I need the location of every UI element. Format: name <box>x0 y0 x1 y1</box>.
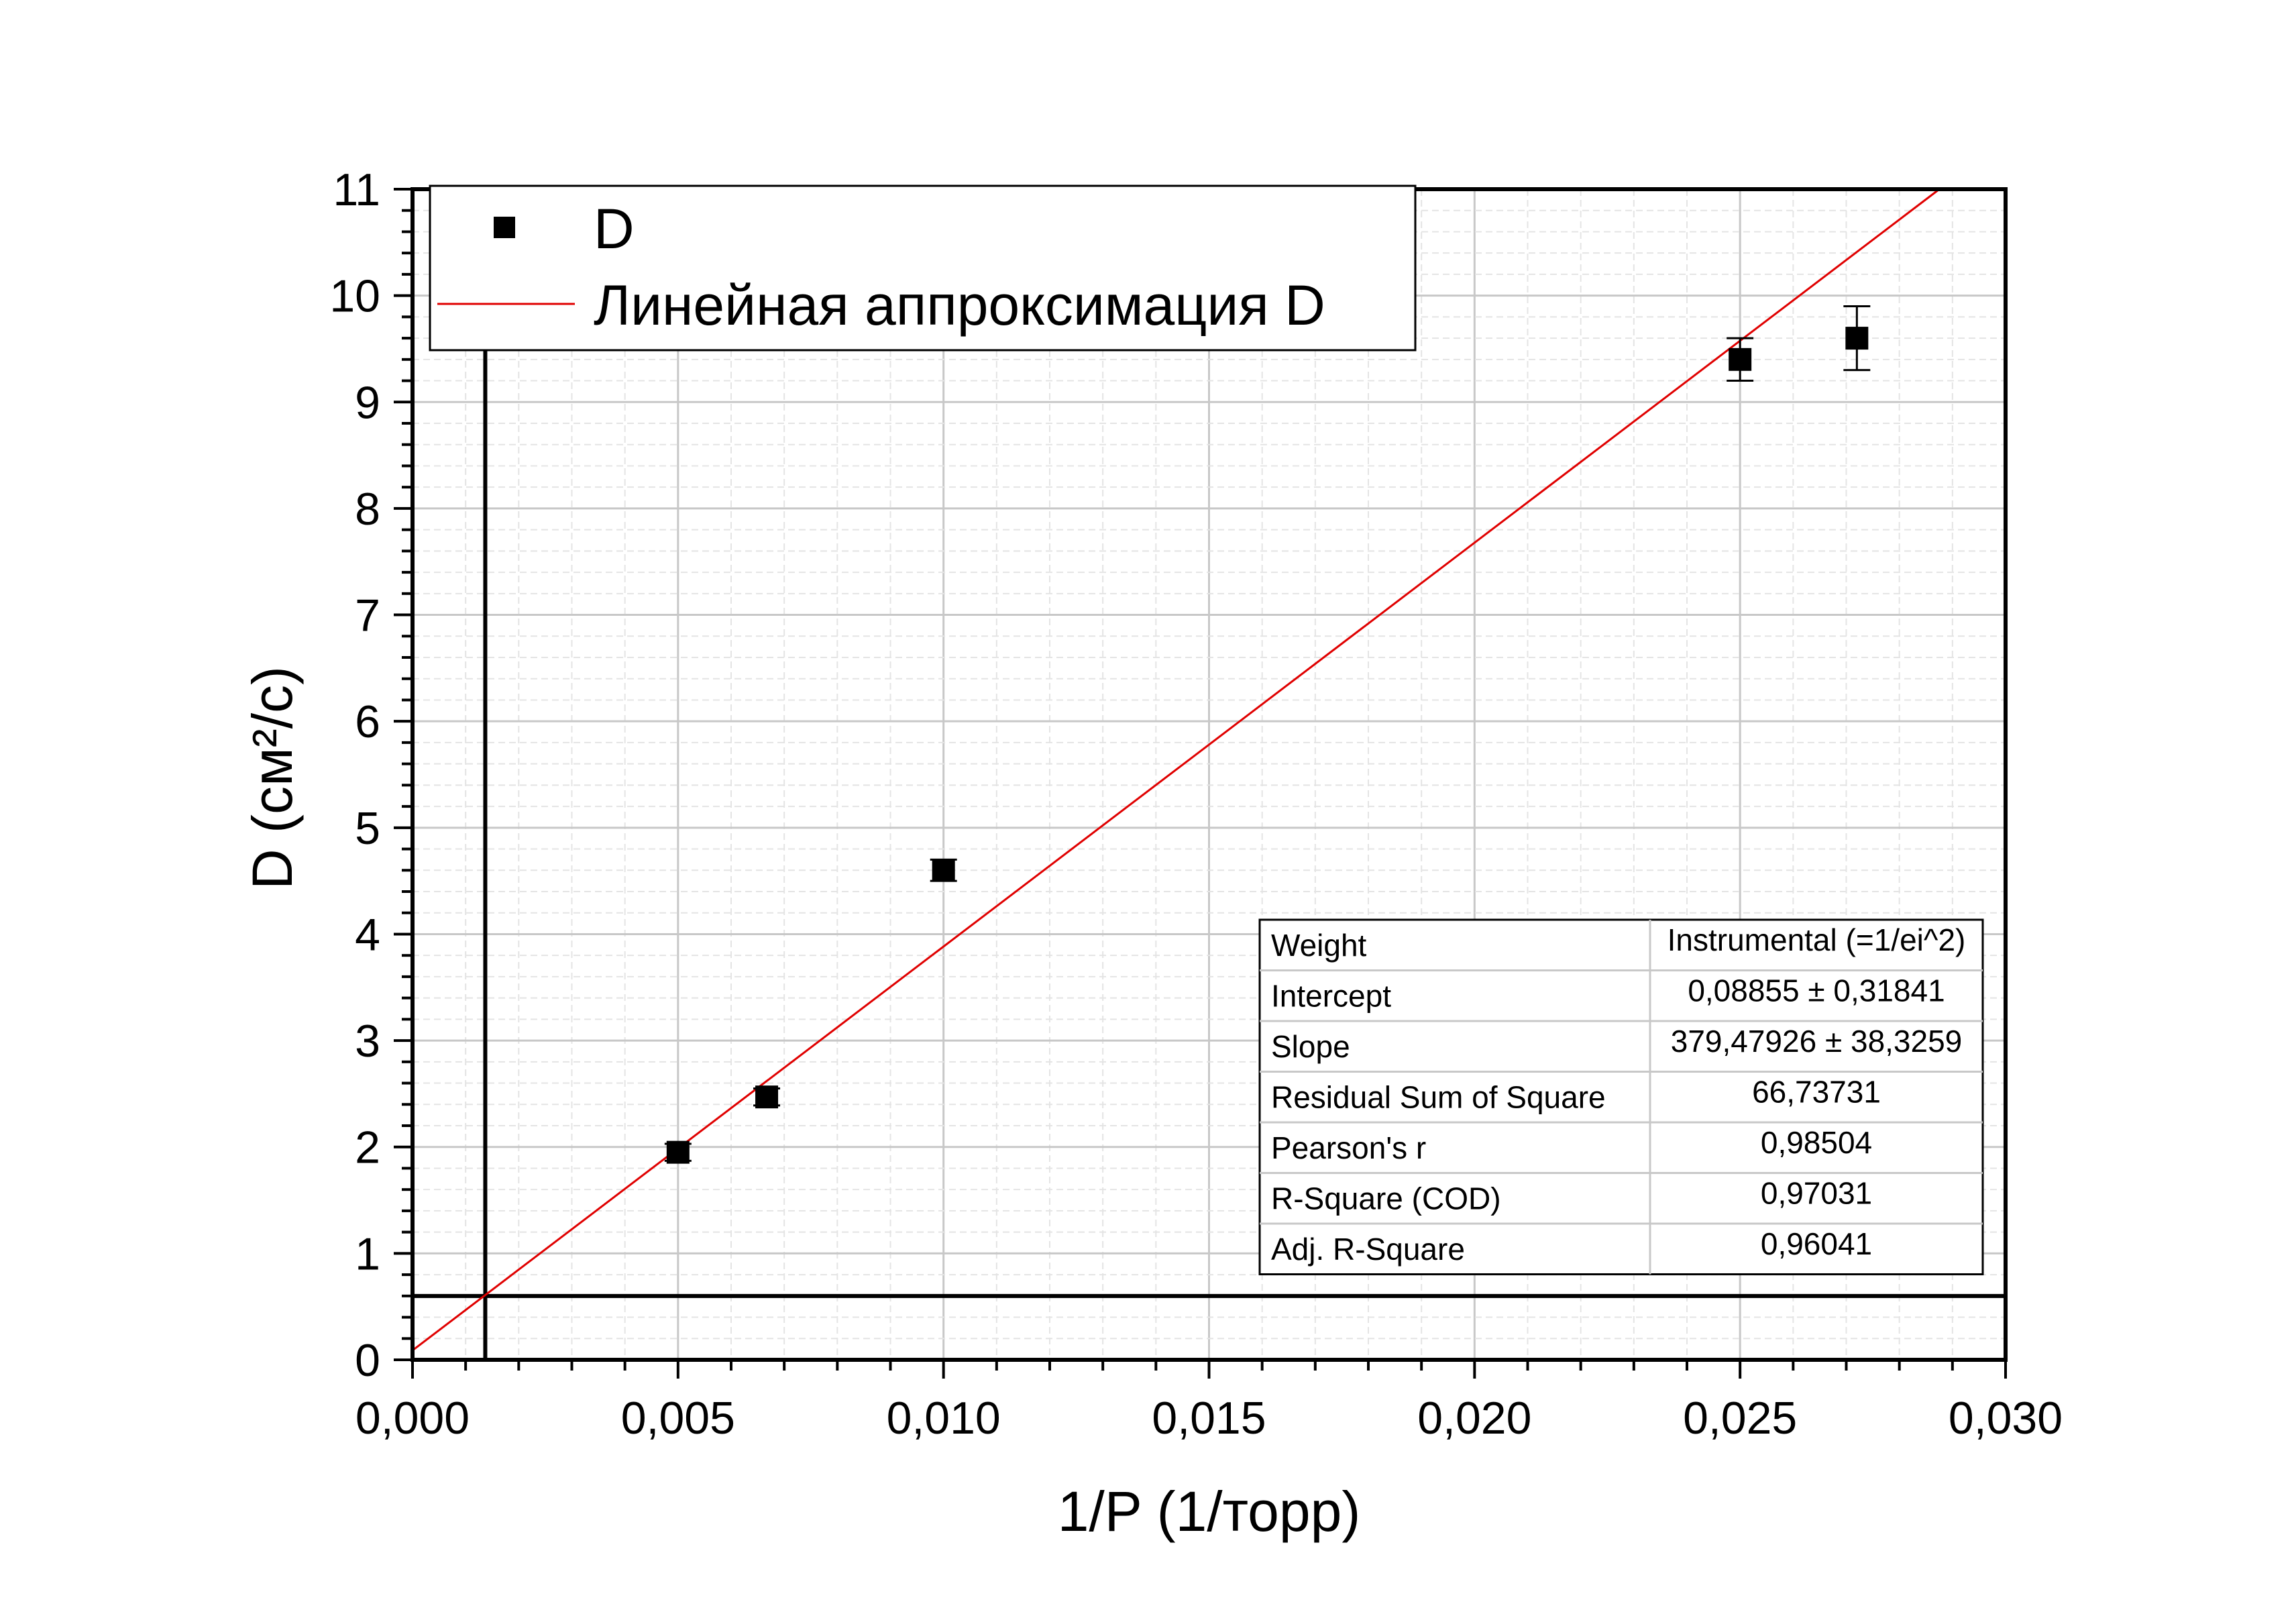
y-tick-label: 6 <box>355 696 380 747</box>
y-tick-label: 10 <box>329 271 380 322</box>
y-tick-labels: 0 1 2 3 4 5 6 7 8 9 10 11 <box>329 164 380 1386</box>
x-tick-label: 0,025 <box>1683 1393 1797 1444</box>
y-tick-label: 5 <box>355 803 380 854</box>
x-tick-label: 0,015 <box>1152 1393 1266 1444</box>
legend-square-marker <box>494 217 515 238</box>
y-tick-label: 2 <box>355 1122 380 1173</box>
y-tick-label: 7 <box>355 590 380 641</box>
x-axis-title: 1/P (1/торр) <box>1058 1480 1361 1543</box>
stats-row-value: 0,96041 <box>1761 1226 1872 1261</box>
x-tick-label: 0,005 <box>621 1393 735 1444</box>
stats-row-value: Instrumental (=1/ei^2) <box>1668 922 1966 957</box>
data-point <box>755 1085 779 1109</box>
y-tick-label: 9 <box>355 377 380 428</box>
stats-row-value: 66,73731 <box>1752 1075 1881 1110</box>
y-tick-label: 3 <box>355 1016 380 1067</box>
stats-row-label: Adj. R-Square <box>1271 1232 1465 1267</box>
stats-row-label: Slope <box>1271 1029 1350 1064</box>
reference-lines <box>413 189 2006 1360</box>
y-tick-label: 1 <box>355 1228 380 1279</box>
legend-label-d: D <box>594 197 635 260</box>
legend-box <box>429 184 1417 352</box>
y-tick-label: 0 <box>355 1335 380 1386</box>
y-tick-label: 4 <box>355 909 380 960</box>
data-point <box>666 1140 690 1164</box>
data-points <box>664 305 1871 1164</box>
stats-row-value: 0,08855 ± 0,31841 <box>1688 973 1945 1008</box>
stats-row-label: Weight <box>1271 928 1367 963</box>
data-point <box>1729 347 1752 371</box>
y-tick-label: 11 <box>333 164 380 215</box>
x-tick-label: 0,030 <box>1949 1393 2063 1444</box>
stats-row-label: Intercept <box>1271 979 1391 1014</box>
stats-row-value: 0,97031 <box>1761 1176 1872 1211</box>
x-tick-label: 0,000 <box>356 1393 470 1444</box>
x-tick-labels: 0,000 0,005 0,010 0,015 0,020 0,025 0,030 <box>356 1393 2063 1444</box>
legend: D Линейная аппроксимация D <box>429 184 1417 352</box>
data-point <box>932 859 955 882</box>
axis-ticks <box>394 188 2007 1379</box>
stats-row-value: 0,98504 <box>1761 1125 1872 1160</box>
data-point <box>1845 327 1869 350</box>
legend-label-fit: Линейная аппроксимация D <box>594 274 1325 337</box>
stats-row-label: R-Square (COD) <box>1271 1181 1501 1216</box>
fit-statistics-table: Weight Instrumental (=1/ei^2) Intercept 0,0… <box>1258 918 1984 1275</box>
x-tick-label: 0,010 <box>887 1393 1001 1444</box>
stats-table-frame <box>1258 918 1984 1275</box>
y-tick-label: 8 <box>355 484 380 535</box>
stats-row-value: 379,47926 ± 38,3259 <box>1671 1024 1963 1059</box>
y-axis-title: D (см²/с) <box>241 666 304 890</box>
x-tick-label: 0,020 <box>1417 1393 1531 1444</box>
stats-row-label: Residual Sum of Square <box>1271 1080 1606 1115</box>
stats-row-label: Pearson's r <box>1271 1130 1426 1165</box>
